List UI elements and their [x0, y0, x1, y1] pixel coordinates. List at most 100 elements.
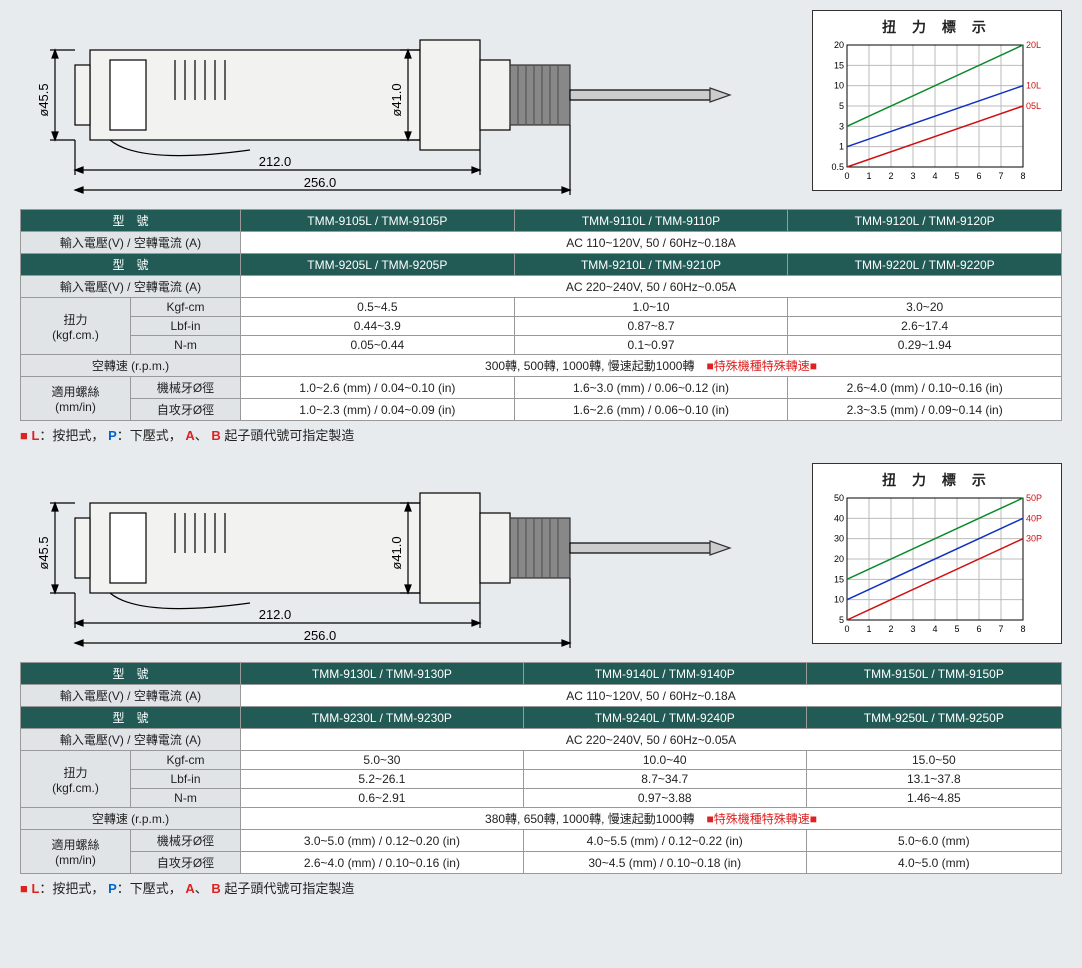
screw-1-1: 1.6~2.6 (mm) / 0.06~0.10 (in)	[514, 399, 788, 421]
svg-text:40P: 40P	[1026, 513, 1042, 523]
svg-text:50: 50	[834, 494, 844, 503]
screw-sub-1: 自攻牙Ø徑	[131, 399, 241, 421]
svg-text:10L: 10L	[1026, 81, 1041, 91]
svg-text:50P: 50P	[1026, 494, 1042, 503]
model-b-2: TMM-9250L / TMM-9250P	[806, 707, 1061, 729]
svg-text:5: 5	[839, 101, 844, 111]
torque-chart: 0.513510152001234567820L10L05L	[819, 41, 1049, 181]
torque-0-0: 5.0~30	[241, 751, 524, 770]
torque-1-0: 5.2~26.1	[241, 770, 524, 789]
model-a-1: TMM-9110L / TMM-9110P	[514, 210, 788, 232]
drawing-area: ø45.5 ø41.0 212.0 256.0	[20, 463, 812, 656]
val-rpm: 300轉, 500轉, 1000轉, 慢速起動1000轉 ■特殊機種特殊轉速■	[241, 355, 1062, 377]
label-model-b: 型 號	[21, 254, 241, 276]
model-b-0: TMM-9230L / TMM-9230P	[241, 707, 524, 729]
torque-chart: 510152030405001234567850P40P30P	[819, 494, 1049, 634]
screw-0-0: 3.0~5.0 (mm) / 0.12~0.20 (in)	[241, 830, 524, 852]
technical-drawing: ø45.5 ø41.0 212.0 256.0	[20, 463, 780, 653]
screw-sub-0: 機械牙Ø徑	[131, 830, 241, 852]
torque-2-1: 0.1~0.97	[514, 336, 788, 355]
model-a-2: TMM-9150L / TMM-9150P	[806, 663, 1061, 685]
svg-text:1: 1	[866, 624, 871, 634]
screw-0-2: 2.6~4.0 (mm) / 0.10~0.16 (in)	[788, 377, 1062, 399]
label-screw: 適用螺絲(mm/in)	[21, 377, 131, 421]
val-input-a: AC 110~120V, 50 / 60Hz~0.18A	[241, 232, 1062, 254]
model-a-2: TMM-9120L / TMM-9120P	[788, 210, 1062, 232]
screw-0-0: 1.0~2.6 (mm) / 0.04~0.10 (in)	[241, 377, 515, 399]
svg-text:20: 20	[834, 554, 844, 564]
svg-text:3: 3	[910, 624, 915, 634]
screw-0-1: 4.0~5.5 (mm) / 0.12~0.22 (in)	[523, 830, 806, 852]
torque-2-0: 0.6~2.91	[241, 789, 524, 808]
model-b-2: TMM-9220L / TMM-9220P	[788, 254, 1062, 276]
model-a-0: TMM-9130L / TMM-9130P	[241, 663, 524, 685]
model-b-1: TMM-9210L / TMM-9210P	[514, 254, 788, 276]
section-1: ø45.5 ø41.0 212.0 256.0 扭 力 標 示 51015203…	[0, 453, 1082, 906]
svg-text:8: 8	[1020, 171, 1025, 181]
chart-box: 扭 力 標 示 510152030405001234567850P40P30P	[812, 463, 1062, 644]
torque-0-2: 15.0~50	[806, 751, 1061, 770]
dim-diam-left: ø45.5	[36, 83, 51, 116]
svg-text:8: 8	[1020, 624, 1025, 634]
torque-1-2: 2.6~17.4	[788, 317, 1062, 336]
label-screw: 適用螺絲(mm/in)	[21, 830, 131, 874]
footnote: ■ L：按把式， P：下壓式， A、 B 起子頭代號可指定製造	[20, 874, 1062, 901]
model-b-0: TMM-9205L / TMM-9205P	[241, 254, 515, 276]
val-input-a: AC 110~120V, 50 / 60Hz~0.18A	[241, 685, 1062, 707]
torque-unit-1: Lbf-in	[131, 317, 241, 336]
label-torque: 扭力(kgf.cm.)	[21, 751, 131, 808]
svg-text:7: 7	[998, 624, 1003, 634]
torque-unit-1: Lbf-in	[131, 770, 241, 789]
torque-unit-0: Kgf-cm	[131, 298, 241, 317]
svg-text:10: 10	[834, 81, 844, 91]
svg-text:30: 30	[834, 534, 844, 544]
svg-text:05L: 05L	[1026, 101, 1041, 111]
svg-text:4: 4	[932, 624, 937, 634]
svg-text:0: 0	[844, 171, 849, 181]
dim-diam-left: ø45.5	[36, 536, 51, 569]
dim-diam-mid: ø41.0	[389, 83, 404, 116]
svg-text:0: 0	[844, 624, 849, 634]
label-model-a: 型 號	[21, 210, 241, 232]
torque-0-0: 0.5~4.5	[241, 298, 515, 317]
svg-text:2: 2	[888, 624, 893, 634]
label-torque: 扭力(kgf.cm.)	[21, 298, 131, 355]
label-input-a: 輸入電壓(V) / 空轉電流 (A)	[21, 685, 241, 707]
chart-box: 扭 力 標 示 0.513510152001234567820L10L05L	[812, 10, 1062, 191]
svg-text:10: 10	[834, 595, 844, 605]
torque-1-2: 13.1~37.8	[806, 770, 1061, 789]
label-rpm: 空轉速 (r.p.m.)	[21, 808, 241, 830]
svg-text:5: 5	[954, 171, 959, 181]
screw-0-2: 5.0~6.0 (mm)	[806, 830, 1061, 852]
svg-text:5: 5	[954, 624, 959, 634]
torque-2-1: 0.97~3.88	[523, 789, 806, 808]
svg-text:0.5: 0.5	[831, 162, 844, 172]
model-a-0: TMM-9105L / TMM-9105P	[241, 210, 515, 232]
model-b-1: TMM-9240L / TMM-9240P	[523, 707, 806, 729]
svg-text:6: 6	[976, 624, 981, 634]
label-input-b: 輸入電壓(V) / 空轉電流 (A)	[21, 276, 241, 298]
svg-text:4: 4	[932, 171, 937, 181]
val-input-b: AC 220~240V, 50 / 60Hz~0.05A	[241, 276, 1062, 298]
screw-1-2: 4.0~5.0 (mm)	[806, 852, 1061, 874]
svg-text:3: 3	[839, 121, 844, 131]
svg-text:20: 20	[834, 41, 844, 50]
dim-diam-mid: ø41.0	[389, 536, 404, 569]
svg-text:6: 6	[976, 171, 981, 181]
drawing-area: ø45.5 ø41.0 212.0 256.0	[20, 10, 812, 203]
screw-sub-1: 自攻牙Ø徑	[131, 852, 241, 874]
model-a-1: TMM-9140L / TMM-9140P	[523, 663, 806, 685]
screw-0-1: 1.6~3.0 (mm) / 0.06~0.12 (in)	[514, 377, 788, 399]
dim-len-total: 256.0	[304, 175, 337, 190]
torque-unit-2: N-m	[131, 336, 241, 355]
footnote: ■ L：按把式， P：下壓式， A、 B 起子頭代號可指定製造	[20, 421, 1062, 448]
torque-2-2: 0.29~1.94	[788, 336, 1062, 355]
torque-1-0: 0.44~3.9	[241, 317, 515, 336]
spec-table-0: 型 號TMM-9105L / TMM-9105PTMM-9110L / TMM-…	[20, 209, 1062, 421]
screw-1-2: 2.3~3.5 (mm) / 0.09~0.14 (in)	[788, 399, 1062, 421]
val-rpm: 380轉, 650轉, 1000轉, 慢速起動1000轉 ■特殊機種特殊轉速■	[241, 808, 1062, 830]
screw-sub-0: 機械牙Ø徑	[131, 377, 241, 399]
svg-text:15: 15	[834, 60, 844, 70]
spec-table-1: 型 號TMM-9130L / TMM-9130PTMM-9140L / TMM-…	[20, 662, 1062, 874]
label-input-b: 輸入電壓(V) / 空轉電流 (A)	[21, 729, 241, 751]
